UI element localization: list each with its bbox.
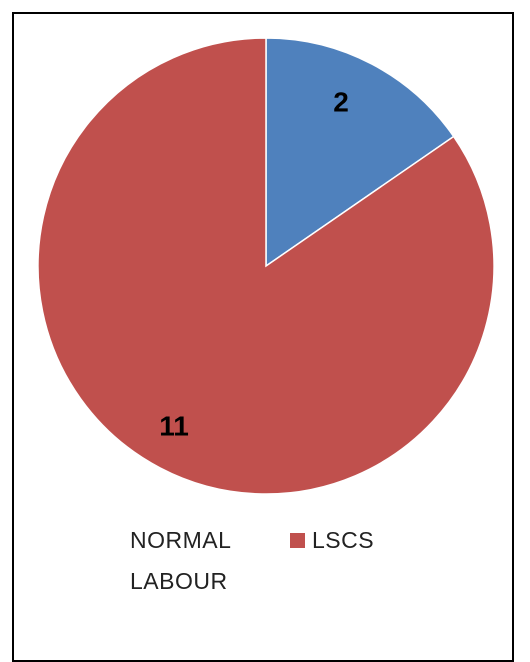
legend-label-lscs: LSCS — [312, 527, 375, 553]
pie-slice-normal-labour — [265, 37, 455, 268]
legend-swatch-lscs — [290, 533, 305, 548]
data-label-lscs: 11 — [159, 410, 189, 441]
legend-label-normal-labour-line2: LABOUR — [130, 568, 228, 594]
data-label-normal-labour: 2 — [333, 86, 349, 117]
pie-slice-lscs — [37, 37, 495, 495]
legend-label-normal-labour: NORMAL — [130, 527, 232, 553]
